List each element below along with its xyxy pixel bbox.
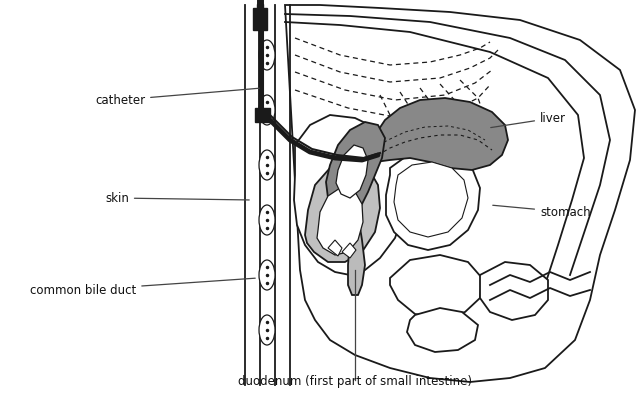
Ellipse shape <box>259 40 275 70</box>
Text: liver: liver <box>491 112 566 128</box>
Polygon shape <box>407 308 478 352</box>
Text: skin: skin <box>105 191 249 204</box>
Polygon shape <box>255 108 270 122</box>
Text: duodenum (first part of small intestine): duodenum (first part of small intestine) <box>238 375 472 388</box>
Ellipse shape <box>259 150 275 180</box>
Polygon shape <box>480 262 548 320</box>
Polygon shape <box>317 188 363 255</box>
Polygon shape <box>328 240 342 256</box>
Polygon shape <box>285 5 635 382</box>
Text: common bile duct: common bile duct <box>30 278 255 297</box>
Bar <box>257 4 263 12</box>
Text: stomach: stomach <box>493 205 591 219</box>
Polygon shape <box>390 255 482 318</box>
Bar <box>253 8 267 30</box>
Polygon shape <box>386 150 480 250</box>
Polygon shape <box>342 243 356 258</box>
Polygon shape <box>336 145 368 198</box>
Polygon shape <box>394 162 468 237</box>
Ellipse shape <box>259 95 275 125</box>
Polygon shape <box>368 98 508 170</box>
Polygon shape <box>294 115 408 275</box>
Ellipse shape <box>259 260 275 290</box>
Ellipse shape <box>259 205 275 235</box>
Polygon shape <box>348 215 365 295</box>
Text: catheter: catheter <box>95 88 259 106</box>
Ellipse shape <box>259 315 275 345</box>
Polygon shape <box>326 122 385 215</box>
Polygon shape <box>305 162 380 262</box>
